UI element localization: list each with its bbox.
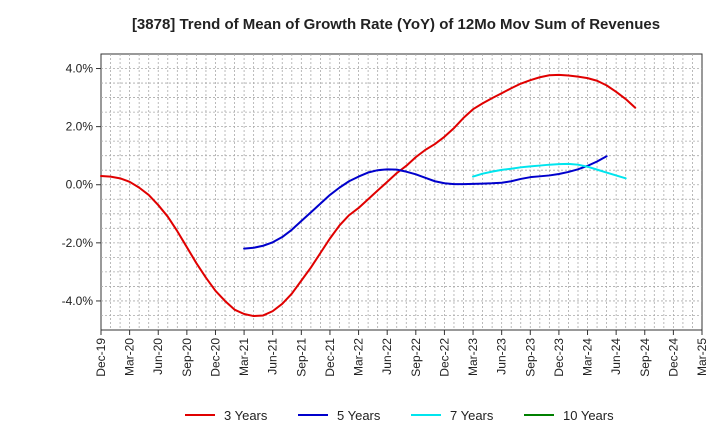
x-tick-label: Jun-20 — [151, 338, 165, 375]
y-tick-label: 0.0% — [66, 178, 94, 192]
series-line-5-years — [243, 155, 608, 250]
x-tick-label: Sep-24 — [638, 338, 652, 377]
x-tick-label: Jun-22 — [380, 338, 394, 375]
x-tick-label: Mar-23 — [466, 338, 480, 376]
x-tick-label: Jun-24 — [609, 338, 623, 375]
plot-area — [100, 53, 703, 331]
x-tick-label: Dec-22 — [437, 338, 451, 377]
x-tick-label: Sep-21 — [294, 338, 308, 377]
x-tick-label: Dec-19 — [94, 338, 108, 377]
legend-label-3-years: 3 Years — [224, 408, 268, 423]
series-line-3-years — [100, 73, 637, 318]
x-tick-label: Dec-23 — [552, 338, 566, 377]
x-tick-label: Sep-20 — [180, 338, 194, 377]
x-tick-label: Mar-20 — [123, 338, 137, 376]
y-tick-label: 2.0% — [66, 120, 94, 134]
chart-title: [3878] Trend of Mean of Growth Rate (YoY… — [132, 16, 660, 33]
x-tick-label: Mar-24 — [581, 338, 595, 376]
x-tick-label: Mar-21 — [237, 338, 251, 376]
x-tick-label: Jun-23 — [495, 338, 509, 375]
legend: 3 Years 5 Years 7 Years 10 Years — [185, 408, 614, 423]
y-tick-label: -2.0% — [62, 236, 94, 250]
x-tick-label: Dec-24 — [666, 338, 680, 377]
series-layer — [100, 73, 637, 318]
y-tick-label: -4.0% — [62, 294, 94, 308]
x-tick-label: Sep-22 — [409, 338, 423, 377]
y-tick-label: 4.0% — [66, 62, 94, 76]
x-tick-label: Mar-22 — [352, 338, 366, 376]
x-tick-label: Dec-21 — [323, 338, 337, 377]
x-tick-label: Mar-25 — [695, 338, 709, 376]
axes-layer: 4.0% 2.0% 0.0% -2.0% -4.0% Dec-19 Mar-20 Jun-20… — [62, 62, 709, 377]
x-tick-label: Sep-23 — [523, 338, 537, 377]
series-line-7-years — [472, 162, 627, 180]
x-tick-label: Jun-21 — [266, 338, 280, 375]
legend-label-10-years: 10 Years — [563, 408, 614, 423]
grid-layer — [100, 53, 703, 331]
x-tick-label: Dec-20 — [208, 338, 222, 377]
legend-label-5-years: 5 Years — [337, 408, 381, 423]
legend-label-7-years: 7 Years — [450, 408, 494, 423]
